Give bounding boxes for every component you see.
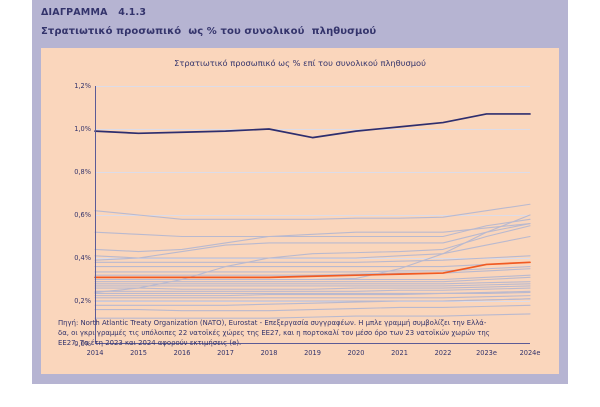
chart-panel: Στρατιωτικό προσωπικό ως % επί του συνολ… [41, 48, 559, 374]
series-layer [95, 86, 530, 344]
source-note-line-1: Πηγή: North Atlantic Treaty Organization… [58, 319, 487, 327]
y-axis-tick-label: 0,8% [74, 168, 91, 176]
gridline [95, 172, 530, 173]
series-line-other [95, 262, 530, 266]
source-note: Πηγή: North Atlantic Treaty Organization… [58, 318, 543, 348]
series-line-other [95, 299, 530, 305]
series-line-other [95, 284, 530, 286]
plot-area [95, 86, 530, 344]
series-line-average [95, 262, 530, 277]
x-axis-tick-label: 2016 [173, 349, 191, 357]
x-axis-tick-label: 2019 [304, 349, 321, 357]
series-line-other [95, 256, 530, 262]
y-axis-tick-labels: 1,2% 1,0% 0,8% 0,6% 0,4% 0,2% 0,0% [49, 82, 91, 348]
y-axis-tick-label: 0,2% [74, 297, 91, 305]
series-line-other [95, 215, 530, 280]
gridline [95, 215, 530, 216]
series-line-other [95, 288, 530, 291]
y-axis-tick-label: 0,0% [74, 340, 91, 348]
series-line-other [95, 237, 530, 261]
x-axis-tick-label: 2022 [434, 349, 452, 357]
x-axis-tick-label: 2014 [86, 349, 104, 357]
series-line-other [95, 224, 530, 258]
series-line-other [95, 269, 530, 275]
figure-subtitle: Στρατιωτικό προσωπικό ως % του συνολικού… [41, 26, 377, 37]
series-line-other [95, 224, 530, 252]
gridline [95, 129, 530, 130]
x-axis-tick-label: 2021 [391, 349, 408, 357]
series-line-other [95, 286, 530, 289]
series-line-greece [95, 114, 530, 138]
source-note-line-3: ΕΕ27. Τα έτη 2023 και 2024 αφορούν εκτιμ… [58, 339, 242, 347]
gridline [95, 86, 530, 87]
series-line-other [95, 305, 530, 310]
y-axis-tick-label: 0,6% [74, 211, 91, 219]
figure-card: ΔΙΑΓΡΑΜΜΑ 4.1.3 Στρατιωτικό προσωπικό ως… [32, 0, 568, 384]
figure-number-label: ΔΙΑΓΡΑΜΜΑ 4.1.3 [41, 7, 147, 18]
series-line-other [95, 204, 530, 219]
x-axis-tick-label: 2017 [217, 349, 234, 357]
source-note-line-2: δα, οι γκρι γραμμές τις υπόλοιπες 22 νατ… [58, 329, 490, 337]
x-axis-tick-label: 2023e [476, 349, 497, 357]
x-axis-tick-label: 2020 [347, 349, 365, 357]
y-axis-tick-label: 1,0% [74, 125, 91, 133]
series-line-other [95, 226, 530, 293]
series-line-other [95, 292, 530, 295]
x-axis-tick-labels: 2014 2015 2016 2017 2018 2019 2020 2021 2022 2023… [87, 346, 541, 362]
series-line-other [95, 277, 530, 281]
chart-title: Στρατιωτικό προσωπικό ως % επί του συνολ… [174, 58, 426, 68]
x-axis-tick-label: 2015 [130, 349, 147, 357]
series-line-other [95, 219, 530, 236]
x-axis-tick-label: 2024e [519, 349, 541, 357]
series-line-other [95, 314, 530, 318]
x-axis-tick-label: 2018 [260, 349, 278, 357]
y-axis-tick-label: 0,4% [74, 254, 91, 262]
series-line-other [95, 296, 530, 298]
series-line-other [95, 282, 530, 284]
y-axis-tick-label: 1,2% [74, 82, 91, 90]
figure-header: ΔΙΑΓΡΑΜΜΑ 4.1.3 Στρατιωτικό προσωπικό ως… [32, 0, 568, 37]
